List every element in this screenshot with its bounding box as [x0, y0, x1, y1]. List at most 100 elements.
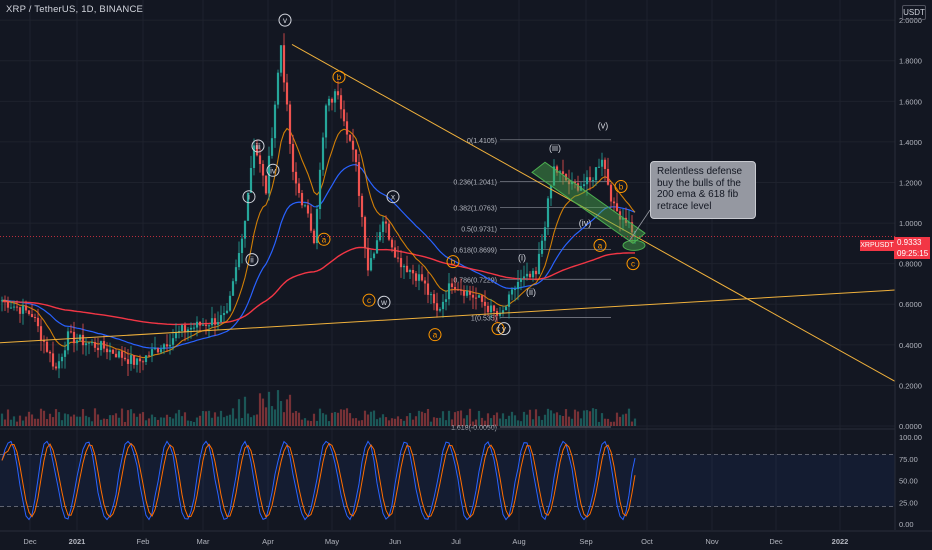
candle-body	[417, 274, 421, 281]
volume-bar	[459, 410, 463, 426]
volume-bar	[87, 417, 91, 426]
candle-body	[138, 358, 142, 362]
candle-body	[570, 181, 574, 185]
candle-body	[12, 306, 16, 308]
candle-body	[27, 310, 31, 315]
stoch-tick: 25.00	[899, 498, 918, 507]
candle-body	[519, 278, 523, 282]
candle-body	[198, 321, 202, 326]
volume-bar	[393, 418, 397, 426]
volume-bar	[342, 409, 346, 426]
price-tick: 1.8000	[899, 57, 922, 66]
candle-body	[534, 270, 538, 275]
candle-body	[213, 318, 217, 325]
volume-bar	[522, 411, 526, 426]
volume-bar	[309, 421, 313, 426]
candle-body	[501, 310, 505, 314]
volume-bar	[333, 412, 337, 426]
volume-bar	[594, 409, 598, 426]
volume-bar	[192, 421, 196, 426]
volume-bar	[423, 413, 427, 426]
volume-bar	[33, 418, 37, 426]
volume-bar	[405, 416, 409, 426]
currency-unit-button[interactable]: USDT	[902, 5, 926, 20]
volume-bar	[243, 396, 247, 426]
volume-bar	[153, 417, 157, 426]
candle-body	[237, 253, 241, 268]
wave-label-circle	[497, 322, 511, 336]
candle-body	[165, 344, 169, 347]
candle-body	[225, 310, 229, 314]
stoch-tick: 75.00	[899, 455, 918, 464]
candle-body	[459, 289, 463, 291]
volume-bar	[129, 409, 133, 426]
stoch-d-line	[1, 442, 636, 519]
volume-bar	[75, 416, 79, 426]
candle-body	[171, 338, 175, 345]
candle-body	[201, 324, 205, 326]
volume-bar	[168, 416, 172, 426]
volume-bar	[534, 409, 538, 426]
volume-bar	[339, 409, 343, 426]
price-tick: 1.2000	[899, 178, 922, 187]
volume-bar	[114, 413, 118, 426]
candle-body	[561, 171, 565, 174]
volume-bar	[597, 421, 601, 426]
volume-bar	[570, 418, 574, 426]
volume-bar	[312, 413, 316, 426]
volume-bar	[468, 408, 472, 426]
wave-label: x	[391, 193, 395, 202]
candle-body	[531, 270, 535, 278]
candle-body	[504, 306, 508, 311]
volume-bar	[66, 414, 70, 426]
time-tick: Mar	[197, 537, 210, 546]
candle-body	[81, 334, 85, 346]
candle-body	[588, 177, 592, 181]
volume-bar	[108, 415, 112, 426]
volume-bar	[318, 408, 322, 426]
ema-short-line	[2, 163, 636, 349]
candle-body	[252, 145, 256, 168]
candle-body	[93, 342, 97, 348]
candle-body	[69, 331, 73, 333]
volume-bar	[135, 416, 139, 426]
candle-body	[555, 166, 559, 173]
candle-body	[603, 159, 607, 169]
candle-body	[231, 281, 235, 296]
volume-bar	[189, 421, 193, 426]
volume-bar	[402, 420, 406, 426]
candle-body	[510, 289, 514, 295]
stoch-band	[0, 454, 895, 507]
candle-body	[117, 351, 121, 358]
volume-bar	[615, 412, 619, 426]
volume-bar	[291, 412, 295, 426]
candle-body	[72, 331, 76, 344]
volume-bar	[486, 413, 490, 426]
volume-bar	[438, 417, 442, 426]
volume-bar	[327, 421, 331, 426]
volume-bar	[6, 409, 10, 426]
volume-bar	[144, 420, 148, 426]
wave-label: a	[433, 331, 438, 340]
candle-body	[441, 301, 445, 310]
volume-bar	[567, 416, 571, 426]
volume-bar	[246, 413, 250, 426]
candle-body	[630, 222, 634, 233]
candle-body	[378, 232, 382, 241]
candle-body	[336, 91, 340, 96]
time-tick: 2022	[832, 537, 849, 546]
volume-bar	[498, 418, 502, 426]
candle-body	[129, 355, 133, 364]
candle-body	[39, 326, 43, 341]
volume-bar	[480, 417, 484, 426]
candle-body	[390, 239, 394, 248]
candle-body	[462, 290, 466, 296]
candle-body	[351, 140, 355, 150]
wave-label-circle	[332, 70, 346, 84]
candle-body	[279, 45, 283, 73]
candle-body	[339, 95, 343, 110]
wave-label-circle	[245, 253, 259, 267]
volume-bar	[507, 415, 511, 426]
